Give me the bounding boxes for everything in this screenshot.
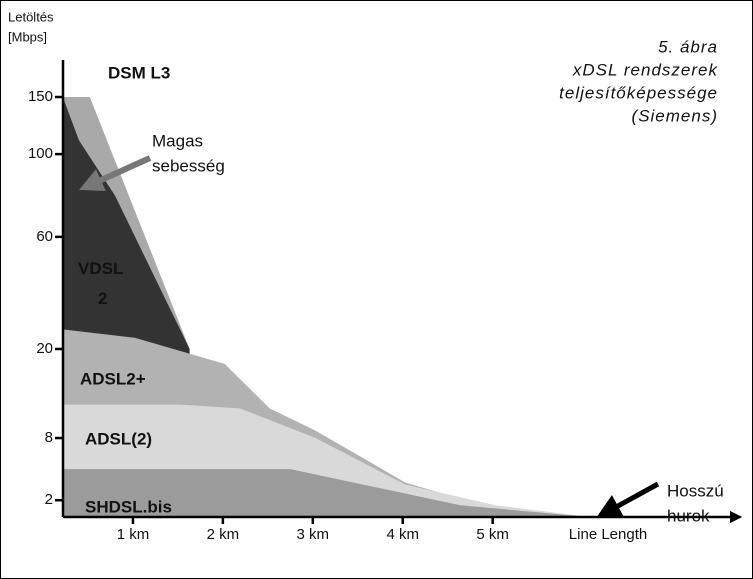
y-tick-label: 8 — [45, 429, 53, 446]
annotation-arrow — [79, 155, 152, 192]
y-tick-label: 20 — [36, 340, 53, 357]
title-line: teljesítőképessége — [559, 83, 718, 102]
x-tick-label: 1 km — [117, 526, 150, 543]
title-line: (Siemens) — [632, 106, 718, 125]
y-tick-label: 150 — [28, 88, 53, 105]
annotation: Hosszú — [667, 481, 724, 500]
y-tick-label: 2 — [45, 491, 53, 508]
series-label: SHDSL.bis — [85, 497, 172, 516]
y-tick-label: 100 — [28, 145, 53, 162]
y-tick-label: 60 — [36, 228, 53, 245]
annotation: Magas — [152, 131, 203, 150]
x-tick-label: 4 km — [386, 526, 419, 543]
annotation: hurok — [667, 506, 710, 525]
series-label: DSM L3 — [108, 63, 170, 82]
title-line: xDSL rendszerek — [572, 60, 719, 79]
annotation-arrow — [596, 481, 660, 519]
x-tick-label: 5 km — [476, 526, 509, 543]
series-label: ADSL(2) — [85, 429, 152, 448]
series-label-line: VDSL — [78, 259, 123, 278]
x-axis-label: Line Length — [569, 526, 647, 543]
series-label-line: 2 — [98, 289, 107, 308]
title-line: 5. ábra — [658, 37, 718, 56]
area — [62, 469, 590, 517]
y-axis-label: Letöltés — [8, 9, 54, 24]
series-label: VDSL 2 — [78, 259, 123, 308]
series-label: ADSL2+ — [80, 369, 146, 388]
x-tick-label: 2 km — [207, 526, 240, 543]
annotation: sebesség — [152, 156, 225, 175]
x-tick-label: 3 km — [297, 526, 330, 543]
y-axis-label: [Mbps] — [8, 29, 47, 44]
areas — [62, 97, 590, 517]
